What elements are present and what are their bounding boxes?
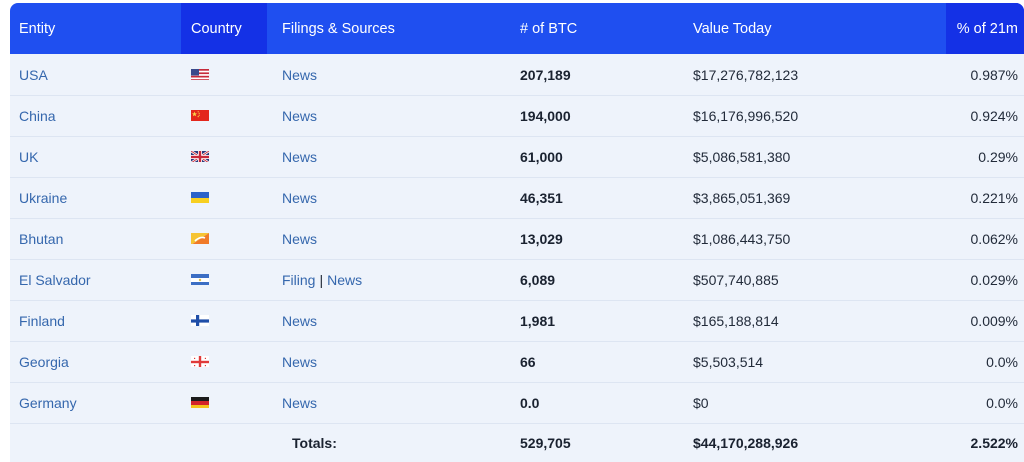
entity-link[interactable]: Germany xyxy=(19,394,77,411)
ge-flag-icon xyxy=(191,355,209,367)
source-link[interactable]: Filing xyxy=(282,271,316,288)
cn-flag-icon xyxy=(191,109,209,121)
entity-link[interactable]: Bhutan xyxy=(19,230,64,247)
table-row: Bhutan News 13,029 $1,086,443,750 0.062% xyxy=(10,218,1024,260)
btc-amount: 194,000 xyxy=(520,107,571,124)
source-separator: | xyxy=(319,271,324,288)
value-today: $165,188,814 xyxy=(693,312,779,329)
sv-flag-icon xyxy=(191,273,209,285)
sources-cell: Filing | News xyxy=(282,259,362,300)
source-link[interactable]: News xyxy=(282,230,318,247)
source-link[interactable]: News xyxy=(282,66,318,83)
entity-link[interactable]: Georgia xyxy=(19,353,69,370)
value-today: $507,740,885 xyxy=(693,271,779,288)
sources-cell: News xyxy=(282,54,317,95)
sources-cell: News xyxy=(282,382,317,423)
table-row: Georgia News 66 $5,503,514 0.0% xyxy=(10,341,1024,383)
header-country[interactable]: Country xyxy=(191,20,242,37)
pct-of-21m: 0.924% xyxy=(970,107,1018,124)
btc-amount: 1,981 xyxy=(520,312,556,329)
header-pct[interactable]: % of 21m xyxy=(956,20,1018,37)
source-link[interactable]: News xyxy=(282,353,318,370)
sources-cell: News xyxy=(282,300,317,341)
entity-link[interactable]: Finland xyxy=(19,312,65,329)
pct-of-21m: 0.0% xyxy=(986,353,1018,370)
btc-amount: 13,029 xyxy=(520,230,563,247)
totals-row: Totals: 529,705 $44,170,288,926 2.522% xyxy=(10,423,1024,462)
value-today: $0 xyxy=(693,394,709,411)
totals-value: $44,170,288,926 xyxy=(693,434,799,451)
ua-flag-icon xyxy=(191,191,209,203)
source-link[interactable]: News xyxy=(282,189,318,206)
header-filings-sources[interactable]: Filings & Sources xyxy=(282,20,395,37)
value-today: $3,865,051,369 xyxy=(693,189,791,206)
pct-of-21m: 0.062% xyxy=(970,230,1018,247)
header-value[interactable]: Value Today xyxy=(693,20,772,37)
totals-pct: 2.522% xyxy=(970,434,1018,451)
table-row: Germany News 0.0 $0 0.0% xyxy=(10,382,1024,424)
pct-of-21m: 0.009% xyxy=(970,312,1018,329)
btc-amount: 61,000 xyxy=(520,148,563,165)
pct-of-21m: 0.29% xyxy=(978,148,1018,165)
source-link[interactable]: News xyxy=(282,148,318,165)
table-row: Ukraine News 46,351 $3,865,051,369 0.221% xyxy=(10,177,1024,219)
sources-cell: News xyxy=(282,95,317,136)
header-accent xyxy=(181,3,267,54)
entity-link[interactable]: China xyxy=(19,107,56,124)
table-header: Entity Country Filings & Sources # of BT… xyxy=(10,3,1024,54)
value-today: $1,086,443,750 xyxy=(693,230,791,247)
uk-flag-icon xyxy=(191,150,209,162)
value-today: $17,276,782,123 xyxy=(693,66,799,83)
value-today: $5,086,581,380 xyxy=(693,148,791,165)
table-row: UK News 61,000 $5,086,581,380 0.29% xyxy=(10,136,1024,178)
btc-amount: 46,351 xyxy=(520,189,563,206)
header-accent xyxy=(946,3,1024,54)
sources-cell: News xyxy=(282,177,317,218)
btc-amount: 207,189 xyxy=(520,66,571,83)
sources-cell: News xyxy=(282,218,317,259)
sources-cell: News xyxy=(282,341,317,382)
pct-of-21m: 0.0% xyxy=(986,394,1018,411)
header-entity[interactable]: Entity xyxy=(19,20,56,37)
de-flag-icon xyxy=(191,396,209,408)
us-flag-icon xyxy=(191,68,209,80)
table-row: China News 194,000 $16,176,996,520 0.924% xyxy=(10,95,1024,137)
source-link[interactable]: News xyxy=(282,107,318,124)
totals-label: Totals: xyxy=(292,434,337,451)
btc-amount: 6,089 xyxy=(520,271,556,288)
bt-flag-icon xyxy=(191,232,209,244)
sources-cell: News xyxy=(282,136,317,177)
value-today: $5,503,514 xyxy=(693,353,764,370)
pct-of-21m: 0.987% xyxy=(970,66,1018,83)
entity-link[interactable]: Ukraine xyxy=(19,189,68,206)
value-today: $16,176,996,520 xyxy=(693,107,799,124)
entity-link[interactable]: UK xyxy=(19,148,39,165)
table-row: USA News 207,189 $17,276,782,123 0.987% xyxy=(10,54,1024,96)
table-row: El Salvador Filing | News 6,089 $507,740,885 0… xyxy=(10,259,1024,301)
pct-of-21m: 0.029% xyxy=(970,271,1018,288)
source-link[interactable]: News xyxy=(282,394,318,411)
entity-link[interactable]: USA xyxy=(19,66,48,83)
table-row: Finland News 1,981 $165,188,814 0.009% xyxy=(10,300,1024,342)
source-link[interactable]: News xyxy=(282,312,318,329)
source-link[interactable]: News xyxy=(327,271,363,288)
fi-flag-icon xyxy=(191,314,209,326)
header-btc[interactable]: # of BTC xyxy=(520,20,578,37)
btc-amount: 66 xyxy=(520,353,536,370)
entity-link[interactable]: El Salvador xyxy=(19,271,91,288)
pct-of-21m: 0.221% xyxy=(970,189,1018,206)
btc-amount: 0.0 xyxy=(520,394,540,411)
holdings-table: Entity Country Filings & Sources # of BT… xyxy=(10,3,1024,462)
totals-btc: 529,705 xyxy=(520,434,571,451)
